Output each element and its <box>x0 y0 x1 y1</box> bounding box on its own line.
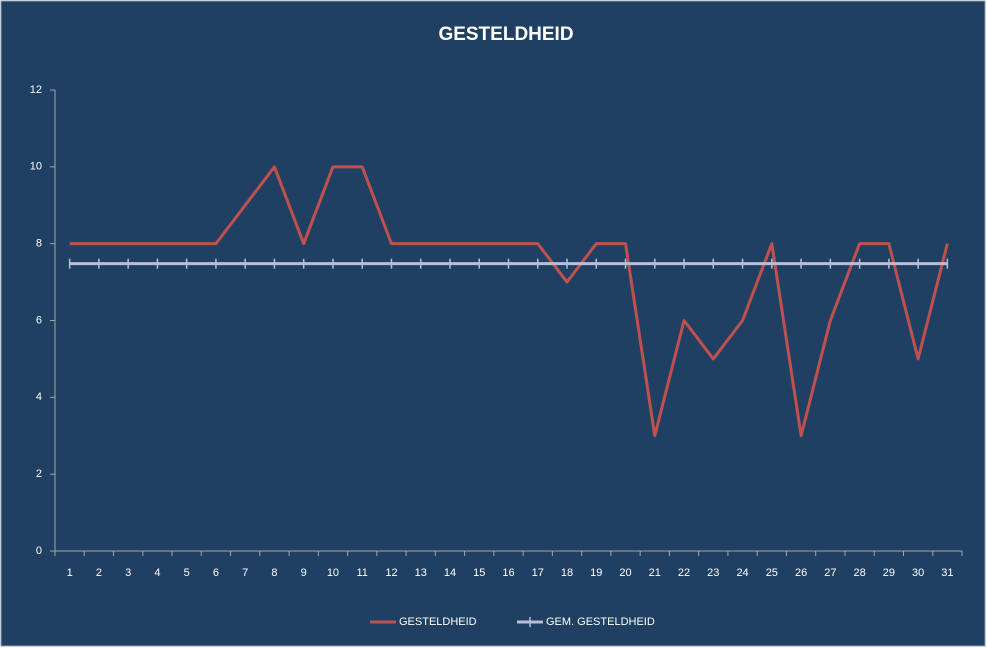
x-tick-label: 24 <box>736 567 748 579</box>
x-tick-label: 29 <box>883 567 895 579</box>
y-tick-label: 10 <box>30 161 42 173</box>
x-tick-label: 14 <box>444 567 456 579</box>
y-tick-label: 8 <box>36 238 42 250</box>
legend-label: GEM. GESTELDHEID <box>546 616 655 628</box>
x-tick-label: 10 <box>327 567 339 579</box>
x-tick-label: 13 <box>415 567 427 579</box>
y-tick-label: 0 <box>36 545 42 557</box>
x-tick-label: 20 <box>619 567 631 579</box>
x-tick-label: 5 <box>184 567 190 579</box>
x-tick-label: 18 <box>561 567 573 579</box>
x-tick-label: 4 <box>154 567 160 579</box>
x-tick-label: 31 <box>941 567 953 579</box>
x-tick-label: 30 <box>912 567 924 579</box>
x-tick-label: 12 <box>385 567 397 579</box>
x-tick-label: 21 <box>649 567 661 579</box>
x-tick-label: 3 <box>125 567 131 579</box>
x-tick-label: 1 <box>67 567 73 579</box>
x-tick-label: 19 <box>590 567 602 579</box>
x-tick-label: 7 <box>242 567 248 579</box>
x-tick-label: 11 <box>356 567 367 579</box>
x-tick-label: 22 <box>678 567 690 579</box>
x-tick-label: 6 <box>213 567 219 579</box>
y-tick-label: 6 <box>36 314 42 326</box>
x-tick-label: 26 <box>795 567 807 579</box>
x-tick-label: 25 <box>766 567 778 579</box>
legend-label: GESTELDHEID <box>399 616 477 628</box>
y-tick-label: 12 <box>30 84 42 96</box>
series-line <box>69 165 949 438</box>
x-tick-label: 27 <box>824 567 836 579</box>
y-tick-label: 2 <box>36 468 42 480</box>
x-tick-label: 15 <box>473 567 485 579</box>
chart-title: GESTELDHEID <box>438 24 573 45</box>
x-tick-label: 8 <box>271 567 277 579</box>
x-tick-label: 17 <box>532 567 544 579</box>
y-tick-label: 4 <box>36 391 42 403</box>
x-tick-label: 28 <box>853 567 865 579</box>
x-tick-label: 9 <box>301 567 307 579</box>
x-tick-label: 2 <box>96 567 102 579</box>
x-tick-label: 16 <box>502 567 514 579</box>
x-tick-label: 23 <box>707 567 719 579</box>
